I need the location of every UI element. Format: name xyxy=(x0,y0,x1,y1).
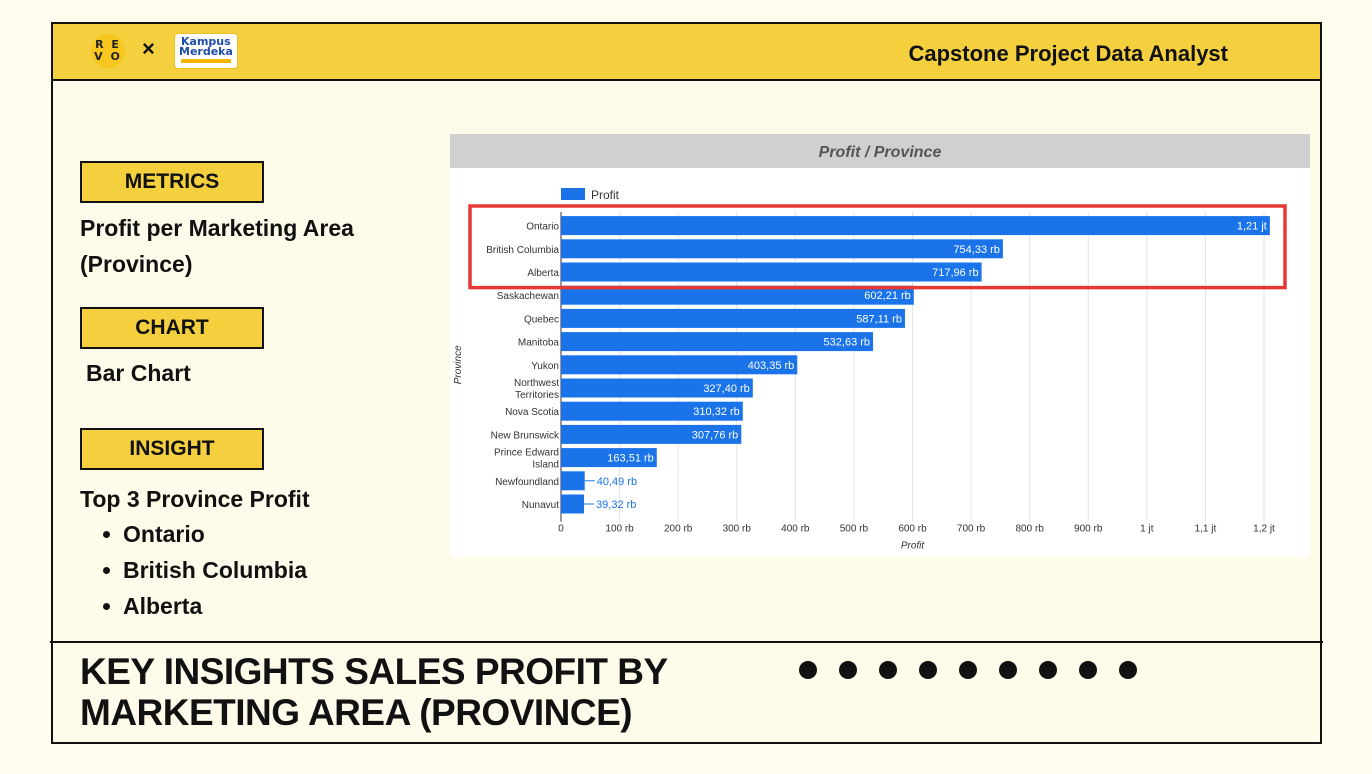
chart-container: Profit / Province Profit Ontario 1,21 jt Bri… xyxy=(450,134,1310,557)
x-tick-label: 1,1 jt xyxy=(1195,524,1217,535)
category-label: Northwest xyxy=(514,378,559,389)
chart-title: Profit / Province xyxy=(819,144,942,161)
category-label: Island xyxy=(532,460,559,471)
x-tick-label: 1,2 jt xyxy=(1253,524,1275,535)
bar xyxy=(561,448,657,468)
data-label: 717,96 rb xyxy=(932,267,978,279)
data-label: 1,21 jt xyxy=(1237,221,1267,233)
category-label: Yukon xyxy=(531,361,559,372)
kampus-merdeka-logo: Kampus Merdeka xyxy=(175,34,237,68)
data-label: 403,35 rb xyxy=(748,360,794,372)
data-label: 40,49 rb xyxy=(597,476,637,488)
x-tick-label: 900 rb xyxy=(1074,524,1103,535)
insight-tag: INSIGHT xyxy=(80,428,264,470)
logo-km-line1: Kampus xyxy=(181,35,231,48)
x-tick-label: 300 rb xyxy=(723,524,752,535)
data-label: 602,21 rb xyxy=(864,290,910,302)
insight-item: Ontario xyxy=(101,516,307,552)
bar xyxy=(561,494,585,514)
bar-chart: Profit / Province Profit Ontario 1,21 jt Bri… xyxy=(450,134,1310,552)
category-label: Saskachewan xyxy=(497,291,559,302)
bar xyxy=(561,239,1003,259)
data-label: 532,63 rb xyxy=(824,337,870,349)
bar xyxy=(561,471,585,491)
logo-km-line2: Merdeka xyxy=(179,45,233,58)
insight-item: British Columbia xyxy=(101,552,307,588)
chart-type-text: Bar Chart xyxy=(86,360,191,386)
data-label: 307,76 rb xyxy=(692,429,738,441)
footer-title-line2: MARKETING AREA (PROVINCE) xyxy=(80,692,633,733)
data-label: 754,33 rb xyxy=(953,244,999,256)
dot xyxy=(1039,661,1057,679)
bar xyxy=(561,424,742,444)
bar xyxy=(561,332,874,352)
x-tick-label: 700 rb xyxy=(957,524,986,535)
x-tick-label: 800 rb xyxy=(1015,524,1044,535)
x-axis-title: Profit xyxy=(901,541,926,552)
divider-line xyxy=(50,641,1323,643)
header-title: Capstone Project Data Analyst xyxy=(908,41,1229,66)
y-axis-title: Province xyxy=(453,345,464,384)
metrics-text: Profit per Marketing Area (Province) xyxy=(80,215,354,277)
category-label: New Brunswick xyxy=(491,430,560,441)
legend-label: Profit xyxy=(591,188,620,202)
category-label: Prince Edward xyxy=(494,448,559,459)
x-tick-label: 400 rb xyxy=(781,524,810,535)
category-label: Alberta xyxy=(527,268,559,279)
bar xyxy=(561,308,905,328)
category-label: Territories xyxy=(515,390,559,401)
dot xyxy=(959,661,977,679)
logo-km-bar xyxy=(181,59,231,63)
x-tick-label: 1 jt xyxy=(1140,524,1154,535)
dot xyxy=(799,661,817,679)
footer-title-line1: KEY INSIGHTS SALES PROFIT BY xyxy=(80,651,668,692)
data-label: 327,40 rb xyxy=(703,383,749,395)
category-label: Nunavut xyxy=(522,500,559,511)
category-label: British Columbia xyxy=(486,245,559,256)
dot xyxy=(839,661,857,679)
data-label: 163,51 rb xyxy=(607,453,653,465)
bar xyxy=(561,378,753,398)
data-label: 310,32 rb xyxy=(693,406,739,418)
dot xyxy=(1079,661,1097,679)
bar xyxy=(561,401,743,421)
legend-swatch xyxy=(561,188,585,200)
bar xyxy=(561,355,798,375)
category-label: Manitoba xyxy=(518,338,560,349)
insight-item: Alberta xyxy=(101,588,307,624)
category-label: Newfoundland xyxy=(495,477,559,488)
dot xyxy=(1119,661,1137,679)
bar xyxy=(561,285,914,305)
bar xyxy=(561,216,1270,236)
x-tick-label: 200 rb xyxy=(664,524,693,535)
x-tick-label: 500 rb xyxy=(840,524,869,535)
decorative-dots xyxy=(799,661,1139,681)
category-label: Ontario xyxy=(526,222,559,233)
category-label: Nova Scotia xyxy=(505,407,559,418)
dot xyxy=(879,661,897,679)
data-label: 39,32 rb xyxy=(596,499,636,511)
highlight-box xyxy=(468,204,1287,290)
data-label: 587,11 rb xyxy=(856,313,902,325)
insight-text: Top 3 Province Profit xyxy=(80,486,310,512)
chart-title-band xyxy=(450,134,1310,168)
chart-tag: CHART xyxy=(80,307,264,349)
x-tick-label: 0 xyxy=(558,524,564,535)
dot xyxy=(919,661,937,679)
category-label: Quebec xyxy=(524,314,559,325)
bar xyxy=(561,262,982,282)
metrics-tag: METRICS xyxy=(80,161,264,203)
x-tick-label: 100 rb xyxy=(605,524,634,535)
times-symbol: × xyxy=(142,36,155,61)
dot xyxy=(999,661,1017,679)
x-tick-label: 600 rb xyxy=(898,524,927,535)
footer-title: KEY INSIGHTS SALES PROFIT BY MARKETING A… xyxy=(80,651,668,733)
insight-list: Ontario British Columbia Alberta xyxy=(101,516,307,624)
